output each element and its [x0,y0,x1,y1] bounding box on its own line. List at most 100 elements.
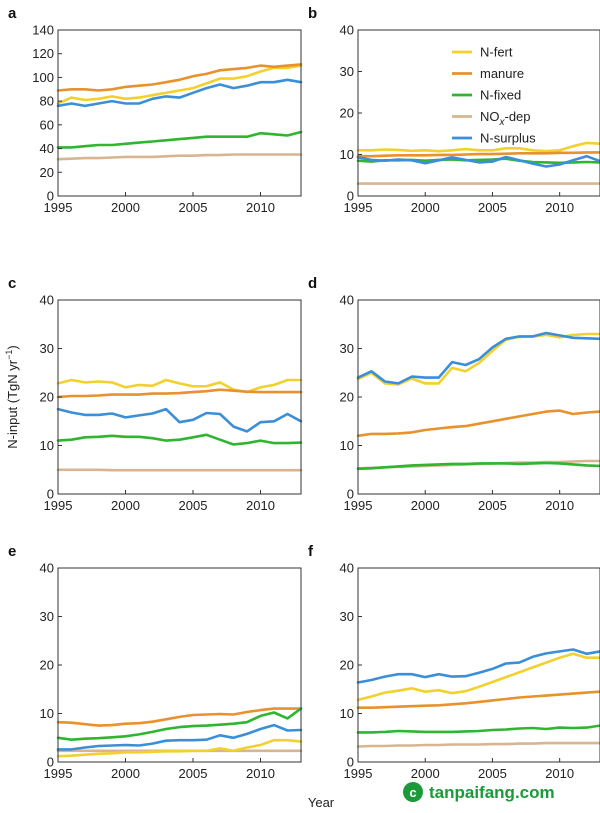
series-line-n-fixed [56,433,303,446]
y-tick-label: 20 [340,390,354,405]
y-tick-label: 20 [40,658,54,673]
series-line-n-fixed [56,707,303,742]
series-line-manure [356,409,600,438]
y-tick-label: 10 [340,147,354,162]
x-tick-label: 1995 [44,766,73,781]
y-tick-label: 40 [340,23,354,38]
series-line-n-surplus [356,331,600,385]
legend-entry-label: N-fert [480,45,513,60]
x-tick-label: 2010 [246,498,275,513]
y-tick-label: 40 [40,141,54,156]
series-line-manure [356,690,600,710]
x-tick-label: 2000 [411,200,440,215]
y-tick-label: 30 [40,341,54,356]
panel-label-d: d [308,275,317,292]
x-tick-label: 2005 [179,200,208,215]
y-tick-label: 40 [340,561,354,576]
y-tick-label: 0 [47,755,54,770]
x-tick-label: 2000 [111,200,140,215]
legend-entry-label: N-fixed [480,88,521,103]
watermark-logo-glyph: c [409,785,416,800]
y-tick-label: 20 [340,106,354,121]
legend-entry-label: manure [480,66,524,81]
y-tick-label: 20 [340,658,354,673]
x-tick-label: 1995 [44,200,73,215]
series-line-n-surplus [356,154,600,168]
x-tick-label: 2000 [111,498,140,513]
series-line-manure [56,63,303,92]
y-tick-label: 120 [32,46,54,61]
watermark-text: tanpaifang.com [429,783,555,802]
y-tick-label: 0 [347,189,354,204]
x-tick-label: 2005 [478,498,507,513]
y-tick-label: 100 [32,70,54,85]
x-tick-label: 2005 [179,498,208,513]
plot-frame [357,567,600,763]
x-tick-label: 2000 [111,766,140,781]
y-tick-label: 10 [40,438,54,453]
series-line-n-fert [56,738,303,758]
y-tick-label: 0 [47,487,54,502]
legend-entry-label: NOx-dep [480,109,531,128]
panel-a: 0 20 40 60 80 100 120 140 1995 2000 2005 2010 a [8,5,303,215]
watermark: c tanpaifang.com [403,782,555,802]
series-line-nox-dep [356,741,600,748]
series-line-n-fert [56,64,303,105]
y-tick-label: 30 [340,64,354,79]
plot-frame [57,567,302,763]
y-tick-label: 0 [47,189,54,204]
x-tick-label: 2005 [478,200,507,215]
series-line-n-surplus [56,78,303,108]
legend-entry-label: N-surplus [480,131,536,146]
x-tick-label: 2000 [411,498,440,513]
series-line-n-surplus [356,648,600,684]
series-line-n-fixed [356,461,600,471]
panel-label-f: f [308,543,314,560]
series-line-manure [56,707,303,727]
series-line-n-surplus [56,407,303,433]
panel-label-e: e [8,543,16,560]
x-tick-label: 2010 [545,766,574,781]
panel-f: 0 10 20 30 40 1995 2000 2005 2010 f [308,543,600,781]
plot-frame [57,29,302,197]
panel-b: 0 10 20 30 40 1995 2000 2005 2010 b [308,5,600,215]
y-tick-label: 80 [40,94,54,109]
y-tick-label: 30 [340,609,354,624]
series-line-manure [356,151,600,158]
x-tick-label: 2010 [246,200,275,215]
plot-frame [57,299,302,495]
x-tick-label: 2005 [478,766,507,781]
y-tick-label: 30 [340,341,354,356]
series-line-n-fert [56,378,303,394]
series-line-n-fert [356,141,600,153]
x-tick-label: 2000 [411,766,440,781]
plot-frame [357,29,600,197]
x-tick-label: 1995 [344,200,373,215]
series-line-manure [56,388,303,399]
y-tick-label: 40 [340,293,354,308]
series-line-n-fixed [356,724,600,734]
x-tick-label: 2005 [179,766,208,781]
panel-e: 0 10 20 30 40 1995 2000 2005 2010 e [8,543,303,781]
x-tick-label: 2010 [545,200,574,215]
y-tick-label: 0 [347,755,354,770]
series-line-nox-dep [56,153,303,161]
x-tick-label: 2010 [246,766,275,781]
y-tick-label: 40 [40,561,54,576]
x-tick-label: 1995 [344,498,373,513]
series-line-n-surplus [56,723,303,751]
y-tick-label: 10 [40,706,54,721]
y-tick-label: 20 [40,165,54,180]
panel-label-b: b [308,5,317,22]
x-tick-label: 2010 [545,498,574,513]
watermark-logo-icon [403,782,423,802]
x-tick-label: 1995 [44,498,73,513]
y-tick-label: 140 [32,23,54,38]
y-axis-label: N-input (TgN yr−1) [4,345,20,448]
x-axis-label: Year [308,795,335,810]
y-tick-label: 30 [40,609,54,624]
panel-label-a: a [8,5,17,22]
y-tick-label: 60 [40,117,54,132]
y-tick-label: 10 [340,706,354,721]
y-tick-label: 0 [347,487,354,502]
